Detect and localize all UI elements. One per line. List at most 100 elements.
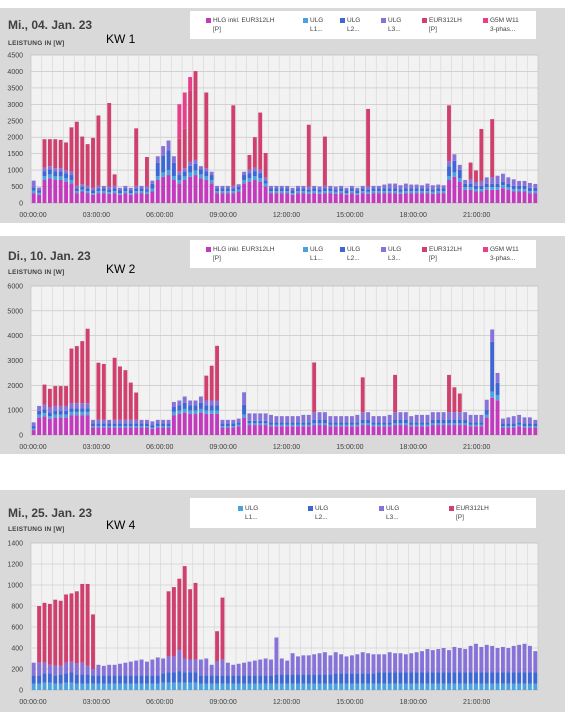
bar-segment [371, 424, 376, 427]
bar-segment [468, 426, 473, 435]
bar-segment [58, 179, 63, 203]
bar-segment [53, 386, 58, 406]
bar-segment [188, 77, 193, 91]
bar-segment [209, 405, 214, 411]
bar-segment [112, 683, 117, 690]
bar-segment [85, 144, 90, 186]
bar-segment [101, 193, 106, 203]
bar-segment [225, 423, 230, 427]
bar-segment [198, 396, 203, 403]
bar-segment [522, 683, 527, 690]
bar-segment [328, 416, 333, 423]
bar-segment [296, 424, 300, 427]
bar-segment [366, 653, 371, 674]
bar-segment [258, 423, 263, 426]
bar-segment [344, 416, 349, 423]
bar-segment [328, 193, 333, 203]
bar-segment [69, 408, 74, 412]
bar-segment [182, 176, 187, 180]
bar-segment [155, 176, 160, 180]
bar-segment [527, 423, 532, 427]
x-tick-label: 09:00:00 [210, 699, 237, 706]
bar-segment [101, 683, 106, 690]
bar-segment [69, 415, 74, 435]
bar-segment [420, 422, 424, 425]
bar-segment [479, 646, 484, 673]
bar-segment [533, 187, 538, 192]
bar-segment [452, 387, 457, 413]
bar-segment [139, 426, 144, 428]
bar-segment [150, 659, 155, 676]
y-tick-label: 1000 [7, 408, 23, 415]
bar-segment [301, 185, 306, 189]
bar-segment [349, 673, 354, 684]
bar-segment [463, 425, 468, 435]
bar-segment [285, 191, 290, 194]
chart-legend-3: ULG L1... ULG L2... ULG L3... EUR312LH [P] [190, 498, 536, 528]
bar-segment [139, 185, 144, 189]
bar-segment [328, 424, 333, 427]
bar-segment [258, 178, 263, 182]
bar-segment [382, 424, 387, 427]
bar-segment [479, 129, 484, 181]
bar-segment [42, 384, 47, 405]
bar-segment [328, 426, 333, 435]
bar-segment [220, 659, 225, 676]
bar-segment [484, 177, 489, 184]
bar-segment [166, 170, 171, 176]
bar-segment [312, 185, 317, 189]
bar-segment [296, 422, 300, 425]
bar-segment [290, 653, 295, 675]
bar-segment [215, 413, 220, 435]
bar-segment [409, 422, 414, 425]
bar-segment [242, 675, 246, 684]
bar-segment [47, 169, 52, 175]
bar-segment [457, 425, 462, 435]
bar-segment [118, 187, 122, 191]
legend-swatch [238, 506, 243, 511]
bar-segment [376, 654, 381, 673]
bar-segment [457, 419, 462, 424]
bar-segment [479, 426, 484, 435]
bar-segment [398, 672, 403, 684]
bar-segment [31, 683, 36, 690]
bar-segment [290, 193, 295, 195]
bar-segment [403, 425, 408, 435]
bar-segment [37, 606, 42, 663]
bar-segment [128, 187, 133, 191]
bar-segment [527, 187, 532, 192]
bar-segment [96, 191, 101, 194]
bar-segment [468, 187, 473, 190]
bar-segment [91, 187, 95, 191]
bar-segment [118, 366, 122, 420]
bar-segment [371, 191, 376, 194]
bar-segment [177, 175, 182, 180]
bar-segment [42, 139, 47, 168]
bar-segment [463, 672, 468, 684]
bar-segment [139, 659, 144, 676]
legend-swatch [422, 247, 427, 252]
bar-segment [204, 413, 209, 435]
x-tick-label: 15:00:00 [336, 699, 363, 706]
bar-segment [355, 673, 360, 684]
bar-segment [64, 662, 69, 674]
bar-segment [420, 191, 424, 194]
bar-segment [349, 655, 354, 674]
y-tick-label: 0 [19, 433, 23, 440]
bar-segment [171, 587, 176, 657]
bar-segment [296, 416, 300, 423]
bar-segment [511, 672, 516, 684]
bar-segment [398, 683, 403, 690]
bar-segment [42, 602, 47, 663]
bar-segment [64, 173, 69, 179]
bar-segment [398, 412, 403, 420]
bar-segment [274, 426, 279, 435]
bar-segment [74, 193, 79, 203]
bar-segment [484, 672, 489, 684]
bar-segment [258, 675, 263, 684]
bar-segment [145, 186, 149, 190]
bar-segment [484, 683, 489, 690]
bar-segment [112, 193, 117, 203]
y-tick-label: 6000 [7, 284, 23, 291]
bar-segment [42, 416, 47, 435]
